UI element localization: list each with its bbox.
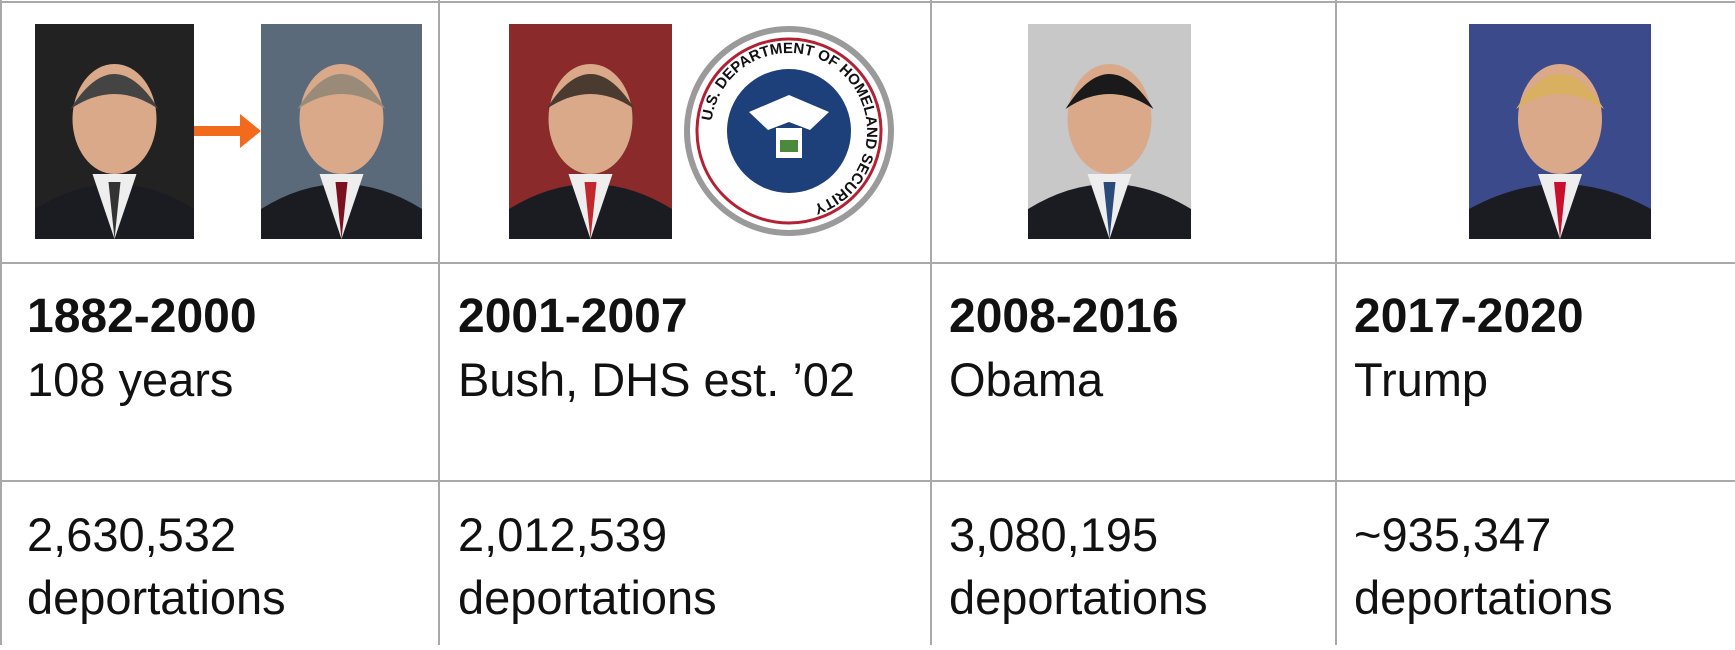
portrait-hair [1065,74,1154,109]
table-cells: 1882-2000 108 years 2,630,532 deportations 2… [27,290,1613,624]
photos [35,24,1651,239]
unit: deportations [949,571,1208,624]
portrait-hair [70,74,159,109]
description: Trump [1354,353,1488,406]
period: 2017-2020 [1354,290,1584,343]
unit: deportations [1354,571,1613,624]
deportation-count: 3,080,195 [949,508,1158,561]
portrait-tie [108,182,121,239]
portrait [261,24,422,239]
arrow [194,114,261,148]
portrait-hair [1516,74,1604,109]
portrait-tie [1103,182,1116,239]
portrait [509,24,672,239]
deportation-count: 2,630,532 [27,508,236,561]
portrait [1469,24,1651,239]
portrait-hair [546,74,635,109]
description: Bush, DHS est. ’02 [458,353,855,406]
portrait [1028,24,1191,239]
deportation-count: ~935,347 [1354,508,1551,561]
portrait-tie [335,182,348,239]
period: 2001-2007 [458,290,688,343]
portrait-hair [297,74,386,109]
period: 1882-2000 [27,290,257,343]
dhs-seal: U.S. DEPARTMENT OF HOMELAND SECURITY [684,26,894,236]
unit: deportations [27,571,286,624]
description: 108 years [27,353,233,406]
unit: deportations [458,571,717,624]
portrait [35,24,194,239]
portrait-tie [584,182,597,239]
deportation-count: 2,012,539 [458,508,667,561]
period: 2008-2016 [949,290,1179,343]
portrait-tie [1554,182,1566,239]
description: Obama [949,353,1104,406]
